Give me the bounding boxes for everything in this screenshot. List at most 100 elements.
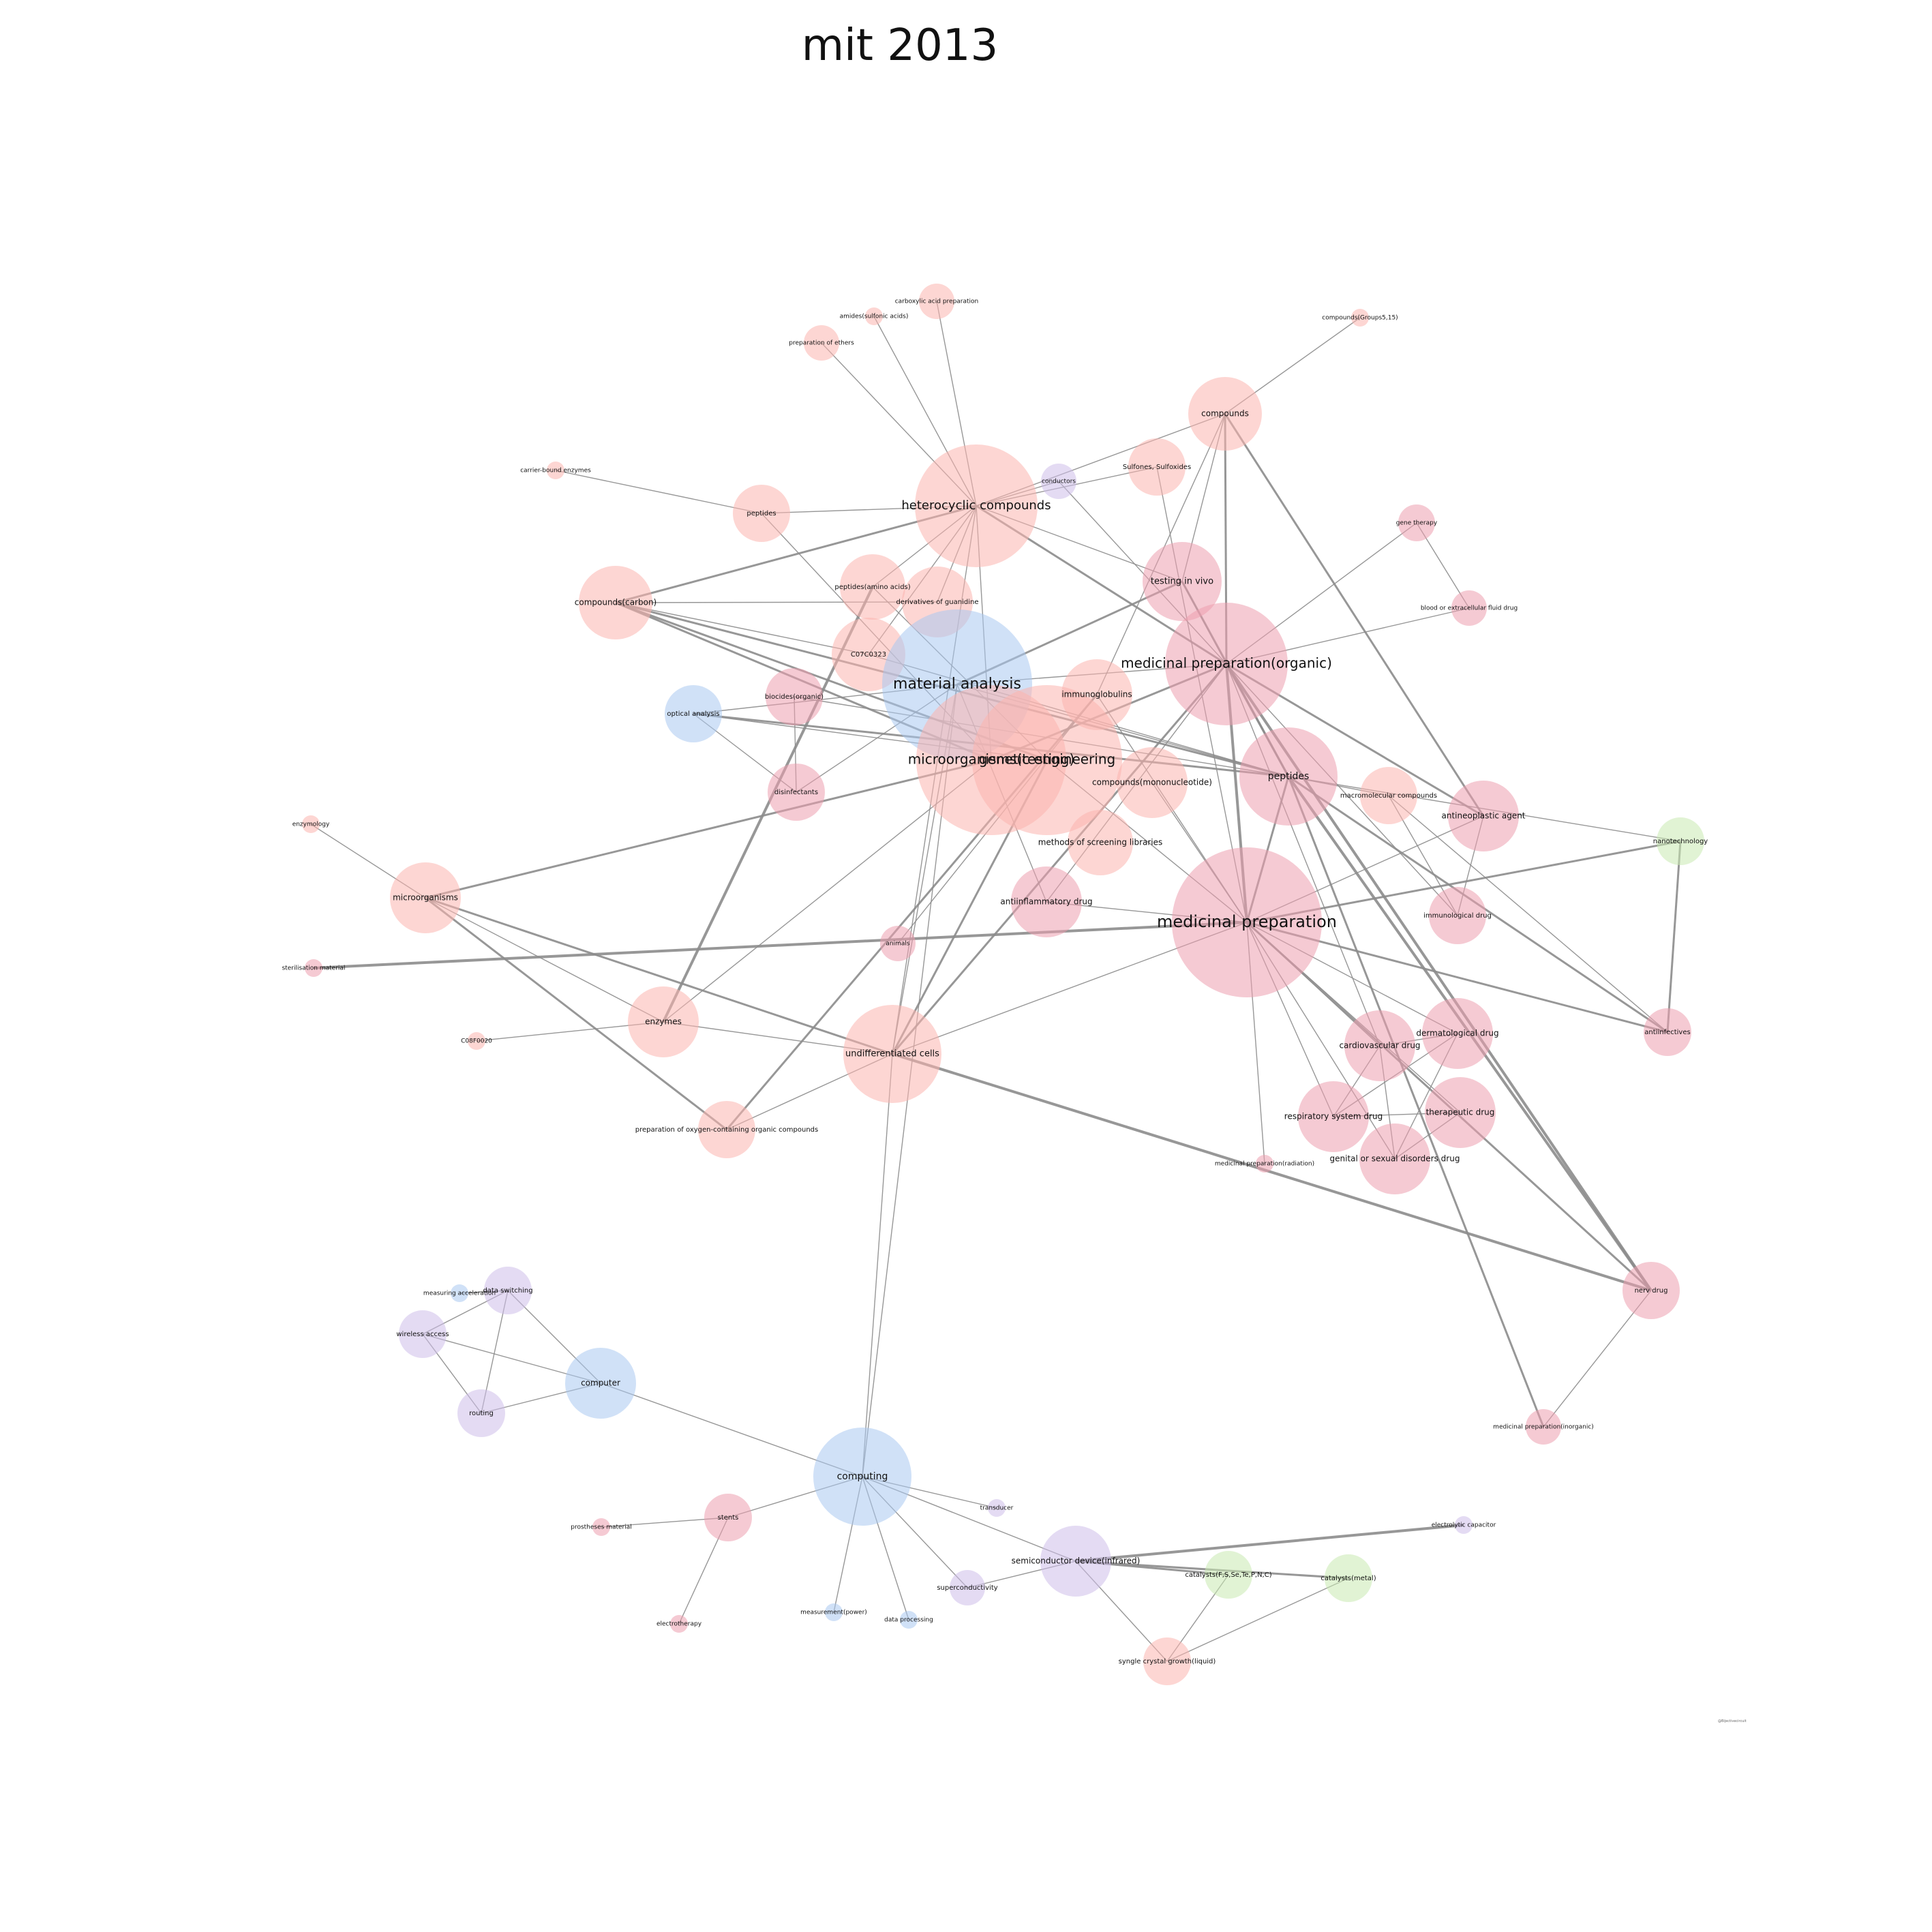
node-oxygenorg [698, 1101, 755, 1158]
node-label-genetherapy: gene therapy [1396, 520, 1438, 527]
node-label-compmono: compounds(mononucleotide) [1092, 778, 1212, 787]
node-label-ethers: preparation of ethers [789, 340, 854, 347]
node-label-derma: dermatological drug [1416, 1029, 1498, 1038]
node-wireless [399, 1310, 447, 1358]
node-carrierenz [547, 462, 564, 479]
node-label-catalysts1: catalysts(F,S,Se,Te,P,N,C) [1185, 1571, 1271, 1579]
node-genital [1359, 1123, 1430, 1194]
node-label-transducer: transducer [980, 1505, 1014, 1512]
node-label-computing: computing [837, 1471, 888, 1482]
node-label-nanotech: nanotechnology [1653, 838, 1708, 845]
page-title: mit 2013 [801, 20, 999, 71]
node-enzymology [302, 815, 320, 833]
edge-medprep-sterilisation [313, 921, 1248, 969]
node-electrolytic [1455, 1516, 1473, 1534]
node-enzymes [628, 986, 699, 1057]
node-label-biocides: biocides(organic) [765, 693, 824, 701]
edge-medorganic-cardio [1226, 663, 1380, 1046]
node-ethers [804, 325, 839, 361]
node-resp [1298, 1081, 1369, 1152]
node-label-peptidesaa: peptides(amino acids) [834, 584, 910, 591]
node-antineo [1448, 781, 1519, 851]
edge-heterocyclic-compcarbon [615, 504, 977, 604]
edge-catalystsmetal-syngle [1166, 1578, 1349, 1662]
node-catalysts1 [1205, 1551, 1252, 1599]
node-therapeutic [1425, 1077, 1496, 1148]
node-label-c07c0323: C07C0323 [851, 651, 886, 659]
node-label-animals: animals [886, 941, 910, 948]
node-label-enzymes: enzymes [645, 1017, 682, 1027]
node-nanotech [1657, 817, 1704, 865]
node-label-nervdrug: nerv drug [1635, 1287, 1668, 1295]
node-label-immunoglob: immunoglobulins [1061, 690, 1132, 699]
node-cardio [1344, 1010, 1415, 1081]
node-label-antiinfect: antiinfectives [1644, 1029, 1690, 1036]
node-label-microorg: microorganisms [393, 893, 458, 903]
node-prostheses [592, 1518, 610, 1536]
node-geneng [972, 685, 1122, 835]
node-label-electrotherapy: electrotherapy [656, 1621, 702, 1628]
edge-microorg-enzymes [425, 897, 664, 1023]
node-label-c08f: C08F0020 [461, 1038, 492, 1045]
node-transducer [988, 1499, 1006, 1517]
node-genetherapy [1398, 504, 1435, 541]
node-stents [704, 1494, 752, 1541]
node-label-computer: computer [581, 1378, 620, 1388]
node-label-compounds: compounds [1201, 409, 1249, 419]
node-peptides1 [733, 485, 790, 542]
node-derma [1422, 998, 1493, 1069]
node-label-electrolytic: electrolytic capacitor [1432, 1522, 1496, 1529]
node-label-medradiation: medicinal preparation(radiation) [1215, 1161, 1314, 1168]
node-label-peptides1: peptides [746, 510, 776, 517]
node-heterocyclic [915, 444, 1038, 567]
node-syngle [1143, 1637, 1191, 1685]
edge-nanotech-antiinfect [1666, 841, 1682, 1033]
node-label-medorganic: medicinal preparation(organic) [1121, 655, 1332, 671]
node-compcarbon [579, 566, 652, 639]
node-label-enzymology: enzymology [292, 821, 330, 828]
node-sterilisation [305, 959, 322, 977]
node-label-dataproc: data processing [884, 1617, 933, 1624]
node-label-guanidine: derivatives of guanidine [896, 599, 979, 606]
node-macromol [1360, 767, 1417, 824]
edge-microorg-oxygenorg [425, 896, 727, 1131]
node-screening [1068, 810, 1133, 875]
node-microorg [390, 862, 461, 933]
edge-carrierenz-peptides1 [555, 470, 762, 514]
node-catalystsmetal [1325, 1554, 1372, 1602]
node-label-microtest: microorganisms(testing) [908, 751, 1075, 768]
node-label-conductors: conductors [1042, 479, 1076, 485]
node-label-compcarbon: compounds(carbon) [575, 598, 656, 607]
credit-text: @Bijectivecircuit [1718, 1719, 1747, 1723]
node-label-optical: optical analysis [667, 710, 719, 718]
node-peptidesaa [840, 554, 905, 620]
node-label-compounds515: compounds(Groups5,15) [1322, 315, 1398, 322]
node-electrotherapy [670, 1615, 688, 1633]
edge-microorg-undiff [425, 896, 893, 1055]
node-medorganic [1165, 603, 1288, 725]
node-label-catalystsmetal: catalysts(metal) [1320, 1575, 1376, 1582]
node-label-measpower: measurement(power) [800, 1610, 867, 1616]
node-label-resp: respiratory system drug [1284, 1112, 1383, 1121]
node-label-medinorganic: medicinal preparation(inorganic) [1493, 1424, 1594, 1431]
node-label-cardio: cardiovascular drug [1339, 1041, 1420, 1051]
node-sulfones [1128, 438, 1186, 496]
node-label-undiff: undifferentiated cells [845, 1049, 939, 1059]
node-label-geneng: genetic engineering [979, 751, 1115, 768]
node-label-syngle: syngle crystal growth(liquid) [1119, 1658, 1216, 1665]
edge-compcarbon-c07c0323 [615, 602, 869, 655]
node-compmono [1117, 747, 1188, 818]
node-bloodfluid [1451, 590, 1487, 626]
node-medradiation [1256, 1155, 1273, 1173]
node-label-measaccel: measuring acceleration [423, 1290, 496, 1297]
node-label-semidev: semiconductor device(infrared) [1012, 1556, 1141, 1566]
node-label-antiinflam: antiinflammatory drug [1000, 897, 1092, 907]
node-label-medprep: medicinal preparation [1157, 912, 1337, 931]
node-label-carboxylic: carboxylic acid preparation [895, 299, 979, 305]
node-supercond [950, 1570, 985, 1605]
node-label-disinfect: disinfectants [774, 789, 818, 796]
node-label-routing: routing [469, 1410, 494, 1417]
node-label-antineo: antineoplastic agent [1442, 811, 1526, 821]
node-antiinfect [1644, 1008, 1691, 1056]
